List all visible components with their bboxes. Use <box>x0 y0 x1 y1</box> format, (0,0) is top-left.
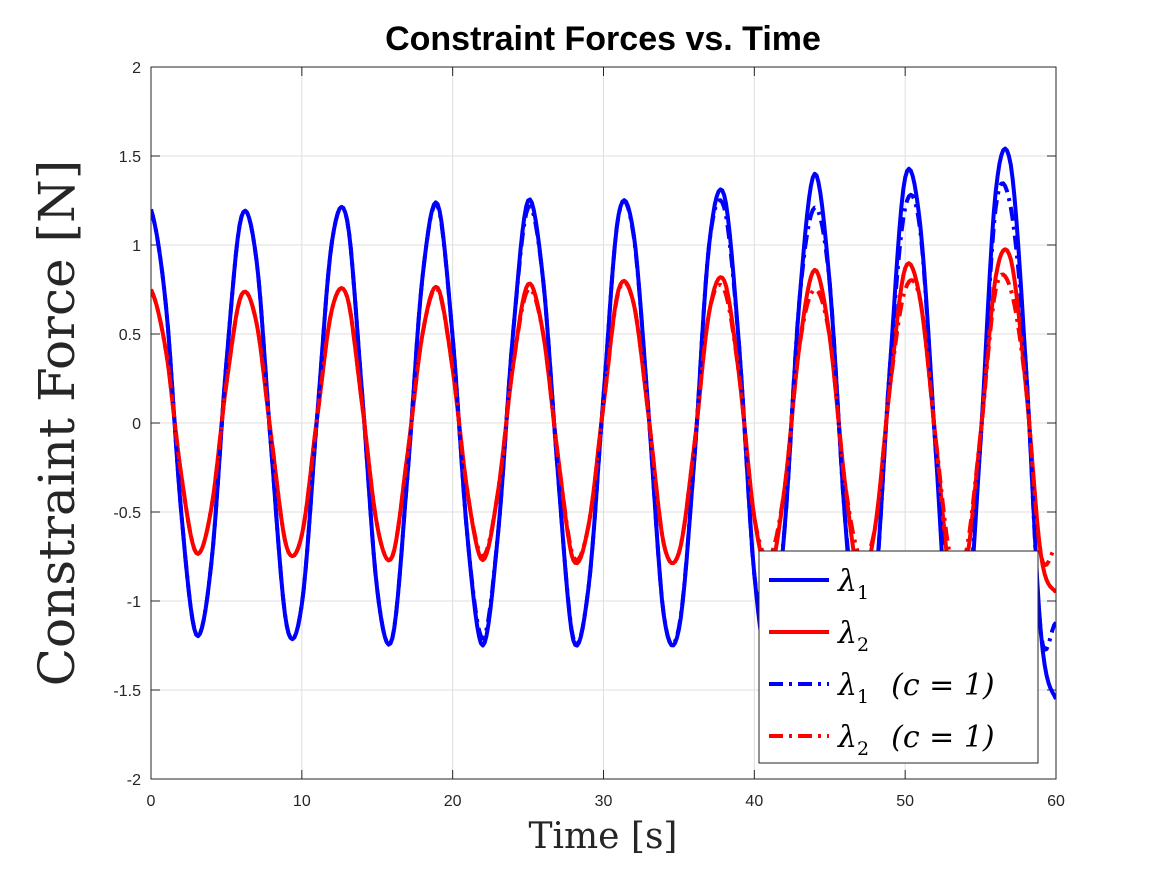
x-tick-label: 60 <box>1047 793 1065 810</box>
y-tick-label: 0.5 <box>119 327 141 344</box>
series-group <box>151 146 1056 700</box>
legend-label-3: λ1 (c = 1) <box>837 668 995 708</box>
series-line-3 <box>151 181 1056 662</box>
y-tick-label: 2 <box>132 60 141 77</box>
legend-label-2: λ2 <box>837 616 869 656</box>
y-tick-label: 1.5 <box>119 149 141 166</box>
x-tick-label: 10 <box>293 793 311 810</box>
x-tick-label: 40 <box>745 793 763 810</box>
legend-items: λ1 λ2 λ1 (c = 1) λ2 (c = 1) <box>769 564 995 760</box>
axes-box <box>150 66 1057 780</box>
y-tick-label: -1.5 <box>113 683 141 700</box>
y-tick-label: -0.5 <box>113 505 141 522</box>
y-axis-label: Constraint Force [N] <box>28 160 86 686</box>
legend-label-1: λ1 <box>837 564 869 604</box>
y-tick-label: -2 <box>127 772 141 789</box>
y-tick-label: 1 <box>132 238 141 255</box>
y-tick-label: 0 <box>132 416 141 433</box>
x-axis-label: Time [s] <box>529 816 678 857</box>
x-tick-label: 30 <box>595 793 613 810</box>
x-tick-label: 50 <box>896 793 914 810</box>
tick-labels: 0 10 20 30 40 50 60 -2 -1.5 -1 -0.5 0 0.5 1 1.5 2 <box>113 60 1065 810</box>
x-tick-label: 0 <box>147 793 156 810</box>
x-tick-label: 20 <box>444 793 462 810</box>
chart-title: Constraint Forces vs. Time <box>385 20 821 58</box>
series-line-4 <box>151 272 1056 573</box>
legend: λ1 λ2 λ1 (c = 1) λ2 (c = 1) <box>758 550 1039 764</box>
legend-label-4: λ2 (c = 1) <box>837 720 995 760</box>
legend-box <box>758 550 1039 764</box>
y-tick-label: -1 <box>127 594 141 611</box>
